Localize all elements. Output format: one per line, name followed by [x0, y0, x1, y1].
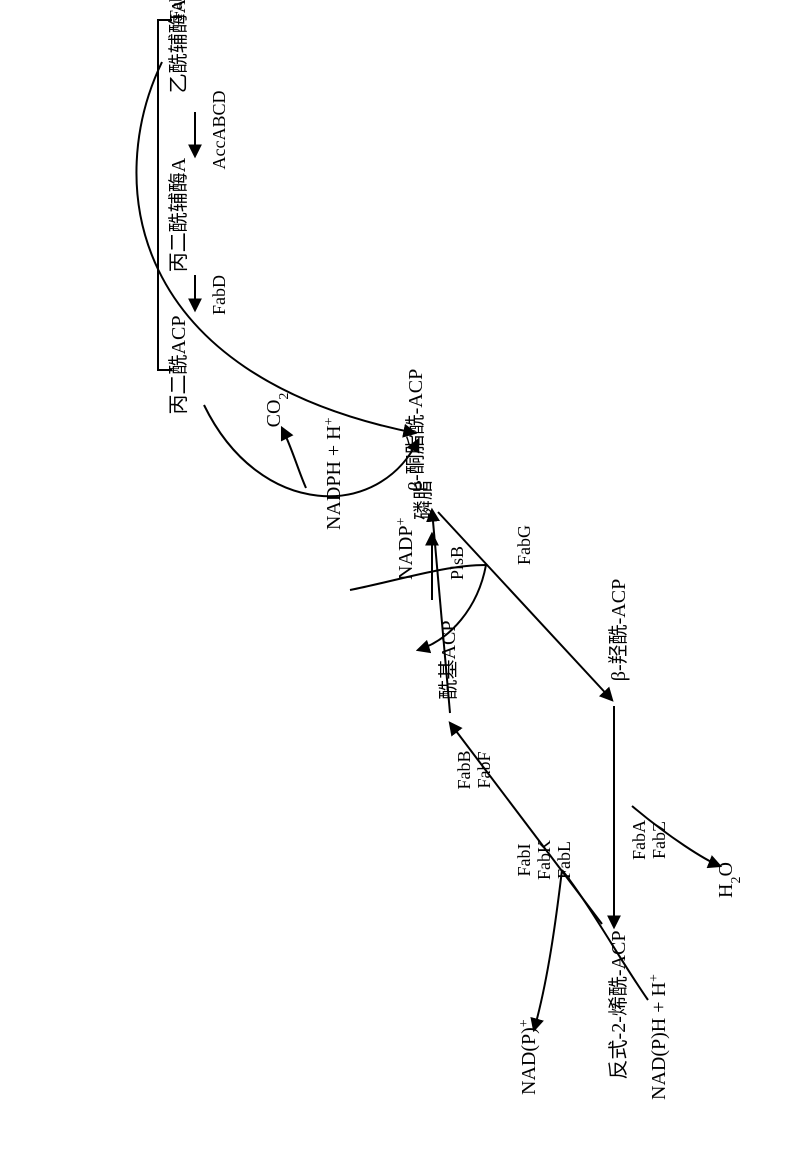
node-fabh: FabH [166, 0, 186, 20]
node-fabi: FabI [514, 844, 534, 877]
label-nadp: NADP+ [394, 518, 418, 580]
node-fabf: FabF [474, 751, 494, 788]
label-malonyl_coa: 丙二酰辅酶A [167, 157, 190, 272]
node-nadp_plus: NAD(P)+ [517, 1019, 541, 1095]
node-faba: FabA [629, 820, 649, 860]
label-accabcd: AccABCD [209, 91, 229, 170]
node-malonyl_coa: 丙二酰辅酶A [167, 157, 190, 272]
label-ketoacyl_acp: β-酮脂酰-ACP [404, 369, 427, 491]
node-hydroxy_acp: β-羟酰-ACP [607, 579, 630, 681]
node-fabk: FabK [534, 840, 554, 880]
pathway-diagram: 乙酰辅酶AAccABCD丙二酰辅酶AFabD丙二酰ACPFabHCO2NADPH… [0, 0, 800, 1151]
node-plsb: PlsB [447, 546, 467, 580]
labels-layer: 乙酰辅酶AAccABCD丙二酰辅酶AFabD丙二酰ACPFabHCO2NADPH… [166, 0, 744, 1100]
label-nadph_h: NADPH + H+ [322, 417, 346, 530]
label-fabi: FabI [514, 844, 534, 877]
node-enoyl_acp: 反式-2-烯酰-ACP [607, 931, 630, 1080]
node-fabg: FabG [514, 525, 534, 565]
node-h2o: H2O [715, 862, 744, 898]
curve-malonylacp_to_ketoacyl [204, 405, 418, 496]
node-ketoacyl_acp: β-酮脂酰-ACP [404, 369, 427, 491]
node-nadp: NADP+ [394, 518, 418, 580]
label-fabz: FabZ [649, 821, 669, 859]
label-acyl_acp: 酰基ACP [437, 621, 460, 700]
label-malonyl_acp: 丙二酰ACP [167, 316, 190, 415]
label-fabd: FabD [209, 275, 229, 315]
label-fabb: FabB [454, 750, 474, 789]
node-fabd: FabD [209, 275, 229, 315]
label-fabg: FabG [514, 525, 534, 565]
node-acyl_acp: 酰基ACP [437, 621, 460, 700]
curve-co2_release [282, 428, 306, 488]
node-fabb: FabB [454, 750, 474, 789]
label-nadp_plus: NAD(P)+ [517, 1019, 541, 1095]
node-nadph_h: NADPH + H+ [322, 417, 346, 530]
label-hydroxy_acp: β-羟酰-ACP [607, 579, 630, 681]
node-fabz: FabZ [649, 821, 669, 859]
curve-fabi_nadp_out [534, 870, 562, 1030]
node-phospholipid: 磷脂 [412, 480, 435, 520]
label-h2o: H2O [715, 862, 744, 898]
node-fabl: FabL [554, 841, 574, 879]
label-fabk: FabK [534, 840, 554, 880]
label-fabh: FabH [166, 0, 186, 20]
label-faba: FabA [629, 820, 649, 860]
label-fabl: FabL [554, 841, 574, 879]
node-accabcd: AccABCD [209, 91, 229, 170]
node-co2: CO2 [263, 393, 292, 428]
node-nadph_plus: NAD(P)H + H+ [647, 974, 671, 1100]
label-phospholipid: 磷脂 [412, 480, 435, 520]
label-fabf: FabF [474, 751, 494, 788]
node-malonyl_acp: 丙二酰ACP [167, 316, 190, 415]
label-enoyl_acp: 反式-2-烯酰-ACP [607, 931, 630, 1080]
curves-layer [136, 62, 720, 1030]
label-nadph_plus: NAD(P)H + H+ [647, 974, 671, 1100]
label-co2: CO2 [263, 393, 292, 428]
label-plsb: PlsB [447, 546, 467, 580]
